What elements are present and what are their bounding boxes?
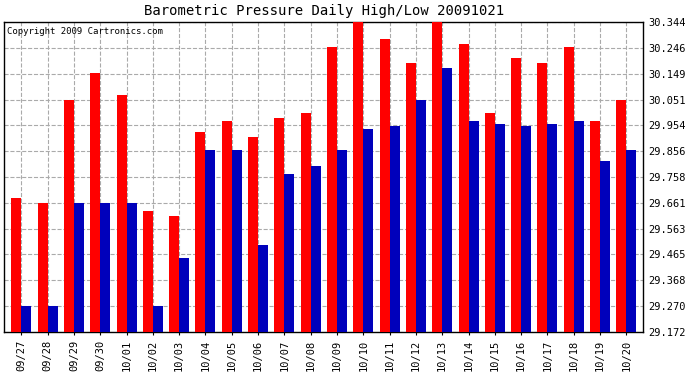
Bar	[284, 174, 295, 332]
Bar	[432, 21, 442, 332]
Bar	[64, 100, 74, 332]
Title: Barometric Pressure Daily High/Low 20091021: Barometric Pressure Daily High/Low 20091…	[144, 4, 504, 18]
Bar	[337, 150, 347, 332]
Bar	[100, 203, 110, 332]
Bar	[221, 121, 232, 332]
Bar	[416, 100, 426, 332]
Bar	[143, 211, 152, 332]
Bar	[48, 306, 57, 332]
Bar	[547, 124, 558, 332]
Bar	[363, 129, 373, 332]
Bar	[521, 126, 531, 332]
Bar	[511, 57, 521, 332]
Bar	[232, 150, 241, 332]
Bar	[390, 126, 400, 332]
Bar	[442, 68, 452, 332]
Bar	[574, 121, 584, 332]
Bar	[459, 44, 469, 332]
Bar	[495, 124, 505, 332]
Bar	[327, 47, 337, 332]
Bar	[126, 203, 137, 332]
Bar	[11, 198, 21, 332]
Bar	[21, 306, 31, 332]
Bar	[206, 150, 215, 332]
Bar	[37, 203, 48, 332]
Bar	[485, 113, 495, 332]
Bar	[74, 203, 84, 332]
Bar	[600, 160, 610, 332]
Bar	[117, 94, 126, 332]
Bar	[616, 100, 627, 332]
Bar	[627, 150, 636, 332]
Bar	[380, 39, 390, 332]
Bar	[248, 137, 258, 332]
Text: Copyright 2009 Cartronics.com: Copyright 2009 Cartronics.com	[8, 27, 164, 36]
Bar	[564, 47, 574, 332]
Bar	[406, 63, 416, 332]
Bar	[590, 121, 600, 332]
Bar	[179, 258, 189, 332]
Bar	[90, 74, 100, 332]
Bar	[310, 166, 321, 332]
Bar	[275, 118, 284, 332]
Bar	[301, 113, 310, 332]
Bar	[353, 21, 363, 332]
Bar	[169, 216, 179, 332]
Bar	[195, 132, 206, 332]
Bar	[152, 306, 163, 332]
Bar	[538, 63, 547, 332]
Bar	[258, 245, 268, 332]
Bar	[469, 121, 479, 332]
